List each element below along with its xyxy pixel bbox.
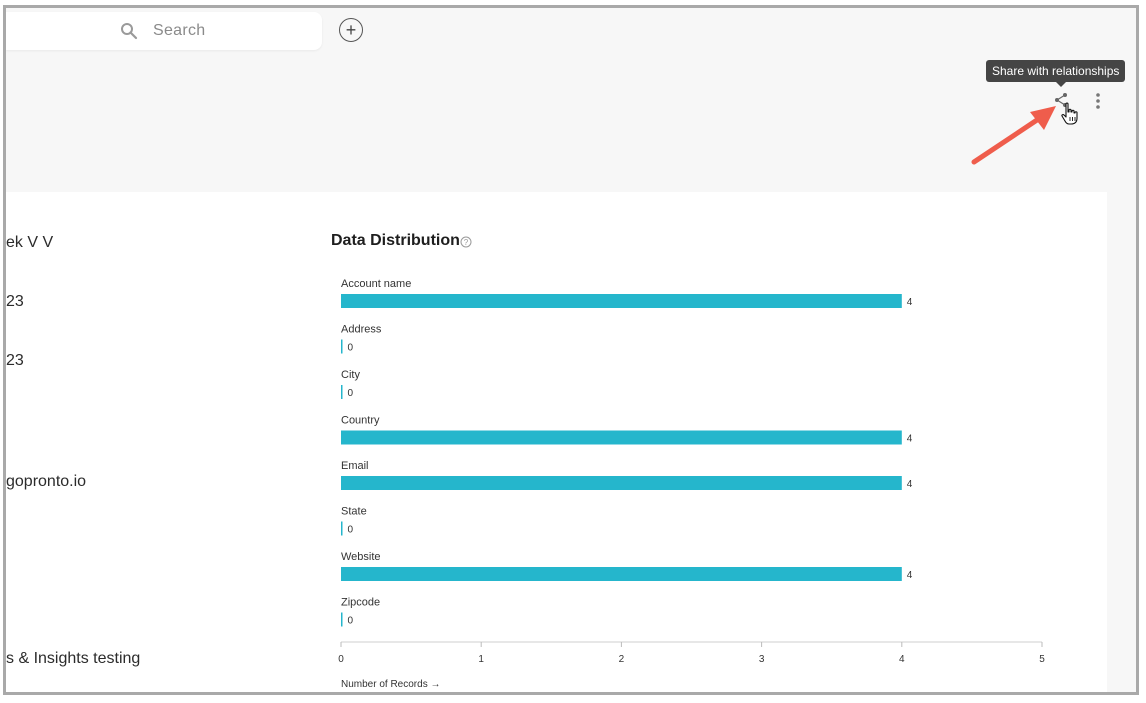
field-value: ek V V <box>6 234 54 251</box>
x-axis-label: Number of Records → <box>341 679 440 690</box>
bar <box>341 521 343 536</box>
hand-cursor-icon <box>1061 102 1078 125</box>
x-tick-label: 0 <box>338 654 344 665</box>
bar-value-label: 4 <box>907 434 913 445</box>
bar <box>341 567 902 581</box>
bar-category-label: Zipcode <box>341 597 380 609</box>
record-fields: ek V V 23 23 gopronto.io s & Insights te… <box>6 192 306 692</box>
bar-category-label: City <box>341 369 360 381</box>
bar-category-label: Address <box>341 324 382 336</box>
bar <box>341 476 902 490</box>
bar-category-label: State <box>341 506 367 518</box>
bar-category-label: Website <box>341 551 381 563</box>
bar <box>341 339 343 354</box>
field-value: 23 <box>6 293 24 310</box>
bar-value-label: 4 <box>907 479 913 490</box>
data-distribution-title: Data Distribution <box>331 232 460 249</box>
share-tooltip: Share with relationships <box>986 60 1126 87</box>
x-tick-label: 1 <box>478 654 484 665</box>
bar-category-label: Email <box>341 460 369 472</box>
bar-value-label: 4 <box>907 297 913 308</box>
annotation-arrow <box>971 106 1056 165</box>
search-input[interactable]: Search <box>153 22 206 39</box>
bar-value-label: 0 <box>348 525 354 536</box>
x-tick-label: 4 <box>899 654 905 665</box>
bar <box>341 385 343 399</box>
x-tick-label: 5 <box>1039 654 1045 665</box>
field-value: s & Insights testing <box>6 650 141 667</box>
search-bar[interactable]: Search <box>6 12 322 50</box>
field-value: gopronto.io <box>6 473 87 490</box>
bar-value-label: 0 <box>348 388 354 399</box>
plus-icon: + <box>345 20 357 40</box>
bar-value-label: 0 <box>348 343 354 354</box>
bar-category-label: Account name <box>341 278 411 290</box>
help-icon[interactable]: ? <box>460 236 472 248</box>
bar <box>341 430 902 445</box>
add-button[interactable]: + <box>339 18 363 42</box>
app-window: Search + Share with relationships ek V V… <box>3 5 1139 695</box>
field-value: 23 <box>6 352 24 369</box>
bar-value-label: 0 <box>348 616 354 627</box>
x-tick-label: 3 <box>759 654 765 665</box>
bar-value-label: 4 <box>907 570 913 581</box>
bar <box>341 294 902 308</box>
svg-text:?: ? <box>464 238 469 247</box>
search-icon <box>121 23 138 40</box>
record-details-card: ek V V 23 23 gopronto.io s & Insights te… <box>6 192 1107 692</box>
bar-category-label: Country <box>341 415 380 427</box>
data-distribution-chart: Account name 4 Address 0 City 0 Country 4 Email 4… <box>338 278 1045 690</box>
bar <box>341 612 343 627</box>
x-tick-label: 2 <box>619 654 625 665</box>
more-vert-icon[interactable] <box>1095 92 1101 110</box>
